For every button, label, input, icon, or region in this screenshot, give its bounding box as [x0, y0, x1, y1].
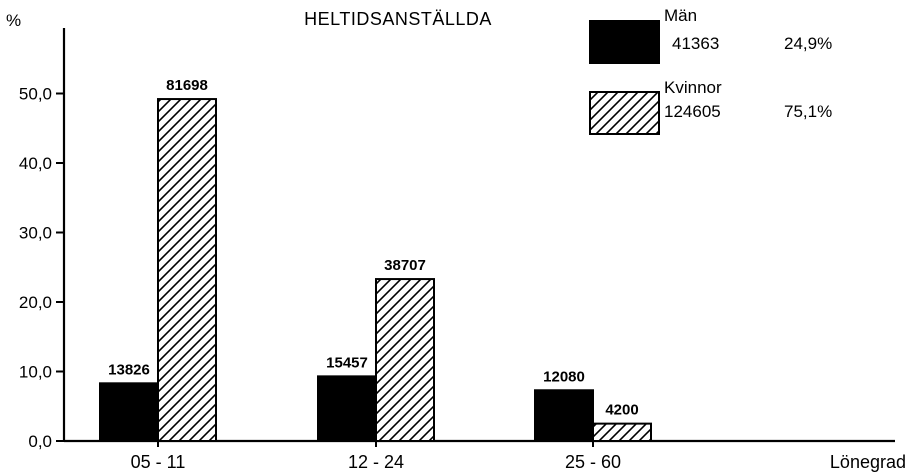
- bar-woman: [375, 278, 435, 442]
- data-label: 38707: [384, 257, 426, 274]
- y-tick-label: 40,0: [19, 154, 52, 173]
- legend-total-man: 41363: [672, 34, 719, 53]
- data-label: 4200: [605, 402, 638, 419]
- x-axis-ticks: 05 - 11 12 - 24 25 - 60: [131, 441, 621, 472]
- legend-swatch-woman: [589, 91, 660, 135]
- data-label: 81698: [166, 77, 208, 94]
- bar-man: [534, 389, 594, 443]
- legend-swatch-man: [589, 20, 660, 64]
- data-label: 13826: [108, 361, 150, 378]
- bar-man: [99, 382, 159, 443]
- data-label: 12080: [543, 368, 585, 385]
- chart-title: HELTIDSANSTÄLLDA: [304, 9, 492, 29]
- bar-woman: [157, 98, 217, 442]
- y-axis-ticks: 0,0 10,0 20,0 30,0 40,0 50,0: [19, 85, 64, 451]
- y-tick-label: 10,0: [19, 363, 52, 382]
- legend: Män 41363 24,9% Kvinnor 124605 75,1%: [589, 6, 832, 135]
- x-axis-label: Lönegrad: [830, 452, 906, 472]
- x-tick-label: 05 - 11: [131, 452, 186, 472]
- bar-man: [317, 375, 377, 442]
- x-tick-label: 12 - 24: [348, 452, 404, 472]
- bars: [99, 98, 652, 443]
- legend-share-woman: 75,1%: [784, 102, 832, 121]
- data-label: 15457: [326, 354, 368, 371]
- y-tick-label: 0,0: [28, 432, 52, 451]
- y-tick-label: 30,0: [19, 224, 52, 243]
- y-tick-label: 20,0: [19, 293, 52, 312]
- legend-total-woman: 124605: [664, 102, 721, 121]
- legend-share-man: 24,9%: [784, 34, 832, 53]
- legend-label-man: Män: [664, 6, 697, 25]
- bar-woman: [592, 422, 652, 442]
- data-labels: 13826 81698 15457 38707 12080 4200: [108, 77, 639, 419]
- y-axis-label: %: [6, 11, 21, 30]
- legend-label-woman: Kvinnor: [664, 78, 722, 97]
- y-tick-label: 50,0: [19, 85, 52, 104]
- x-tick-label: 25 - 60: [565, 452, 621, 472]
